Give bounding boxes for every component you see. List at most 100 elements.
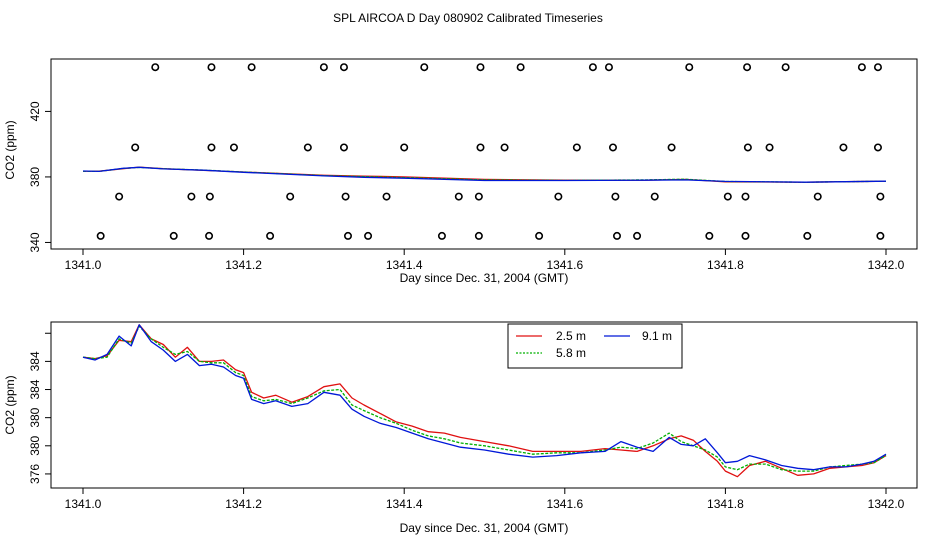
legend-box [507, 323, 683, 369]
x-tick-label: 1341.2 [225, 497, 262, 511]
y-tick-label: 420 [28, 101, 42, 121]
outlier-marker [611, 192, 620, 201]
figure-title: SPL AIRCOA D Day 080902 Calibrated Times… [333, 11, 603, 25]
outlier-marker [339, 143, 348, 152]
outlier-marker [286, 192, 295, 201]
x-tick-label: 1341.8 [707, 497, 744, 511]
y-tick-label: 380 [28, 407, 42, 427]
series-line-2.5m [82, 324, 887, 478]
outlier-marker [535, 231, 544, 240]
y-tick-label: 384 [28, 351, 42, 371]
top-x-axis-label: Day since Dec. 31, 2004 (GMT) [400, 271, 569, 285]
outlier-marker [588, 63, 597, 72]
outlier-marker [705, 231, 714, 240]
outlier-marker [608, 143, 617, 152]
outlier-marker [650, 192, 659, 201]
legend: 2.5 m 9.1 m 5.8 m [507, 323, 683, 369]
outlier-marker [572, 143, 581, 152]
x-tick-label: 1341.0 [65, 258, 102, 272]
outlier-marker [437, 231, 446, 240]
outlier-marker [187, 192, 196, 201]
outlier-marker [266, 231, 275, 240]
outlier-marker [857, 63, 866, 72]
outlier-marker [96, 231, 105, 240]
top-series-lines [82, 166, 887, 183]
outlier-marker [115, 192, 124, 201]
outlier-marker [765, 143, 774, 152]
top-outlier-markers [96, 63, 885, 240]
outlier-marker [633, 231, 642, 240]
y-tick-label: 380 [28, 167, 42, 187]
top-y-axis: 340 380 420 [28, 101, 52, 252]
outlier-marker [876, 192, 885, 201]
x-tick-label: 1342.0 [868, 258, 905, 272]
top-x-axis: 1341.0 1341.2 1341.4 1341.6 1341.8 1342.0 [65, 248, 905, 272]
x-tick-label: 1341.4 [386, 497, 423, 511]
outlier-marker [364, 231, 373, 240]
x-tick-label: 1341.6 [546, 258, 583, 272]
outlier-marker [343, 231, 352, 240]
x-tick-label: 1341.8 [707, 258, 744, 272]
bottom-panel: 1341.0 1341.2 1341.4 1341.6 1341.8 1342.0 376… [3, 321, 918, 535]
legend-label-9.1m: 9.1 m [642, 329, 672, 343]
outlier-marker [474, 231, 483, 240]
outlier-marker [303, 143, 312, 152]
outlier-marker [554, 192, 563, 201]
outlier-marker [400, 143, 409, 152]
y-tick-label: 380 [28, 435, 42, 455]
outlier-marker [873, 63, 882, 72]
outlier-marker [339, 63, 348, 72]
top-y-axis-label: CO2 (ppm) [3, 120, 17, 179]
top-plot-frame [50, 58, 918, 250]
x-tick-label: 1341.0 [65, 497, 102, 511]
x-tick-label: 1342.0 [868, 497, 905, 511]
outlier-marker [612, 231, 621, 240]
outlier-marker [476, 143, 485, 152]
outlier-marker [723, 192, 732, 201]
outlier-marker [803, 231, 812, 240]
legend-label-5.8m: 5.8 m [556, 346, 586, 360]
outlier-marker [500, 143, 509, 152]
outlier-marker [685, 63, 694, 72]
bottom-series-lines [82, 324, 887, 478]
outlier-marker [743, 143, 752, 152]
bottom-x-axis: 1341.0 1341.2 1341.4 1341.6 1341.8 1342.0 [65, 487, 905, 511]
x-tick-label: 1341.2 [225, 258, 262, 272]
bottom-y-axis-label: CO2 (ppm) [3, 375, 17, 434]
outlier-marker [741, 231, 750, 240]
outlier-marker [205, 231, 214, 240]
x-tick-label: 1341.6 [546, 497, 583, 511]
outlier-marker [205, 192, 214, 201]
outlier-marker [207, 143, 216, 152]
bottom-x-axis-label: Day since Dec. 31, 2004 (GMT) [400, 521, 569, 535]
outlier-marker [876, 231, 885, 240]
bottom-y-axis: 376 380 380 384 384 [28, 332, 52, 484]
outlier-marker [169, 231, 178, 240]
outlier-marker [781, 63, 790, 72]
outlier-marker [131, 143, 140, 152]
x-tick-label: 1341.4 [386, 258, 423, 272]
outlier-marker [667, 143, 676, 152]
y-tick-label: 340 [28, 232, 42, 252]
outlier-marker [420, 63, 429, 72]
top-panel: 1341.0 1341.2 1341.4 1341.6 1341.8 1342.0 340… [3, 58, 918, 285]
outlier-marker [873, 143, 882, 152]
outlier-marker [516, 63, 525, 72]
series-line-9.1m [82, 324, 887, 471]
y-tick-label: 384 [28, 379, 42, 399]
outlier-marker [813, 192, 822, 201]
series-line-5.8m [82, 325, 887, 472]
outlier-marker [341, 192, 350, 201]
outlier-marker [476, 63, 485, 72]
bottom-plot-frame [50, 321, 918, 489]
outlier-marker [474, 192, 483, 201]
outlier-marker [743, 63, 752, 72]
outlier-marker [382, 192, 391, 201]
series-line-9.1m [82, 166, 887, 183]
legend-label-2.5m: 2.5 m [556, 329, 586, 343]
outlier-marker [151, 63, 160, 72]
y-tick-label: 376 [28, 464, 42, 484]
outlier-marker [247, 63, 256, 72]
outlier-marker [454, 192, 463, 201]
